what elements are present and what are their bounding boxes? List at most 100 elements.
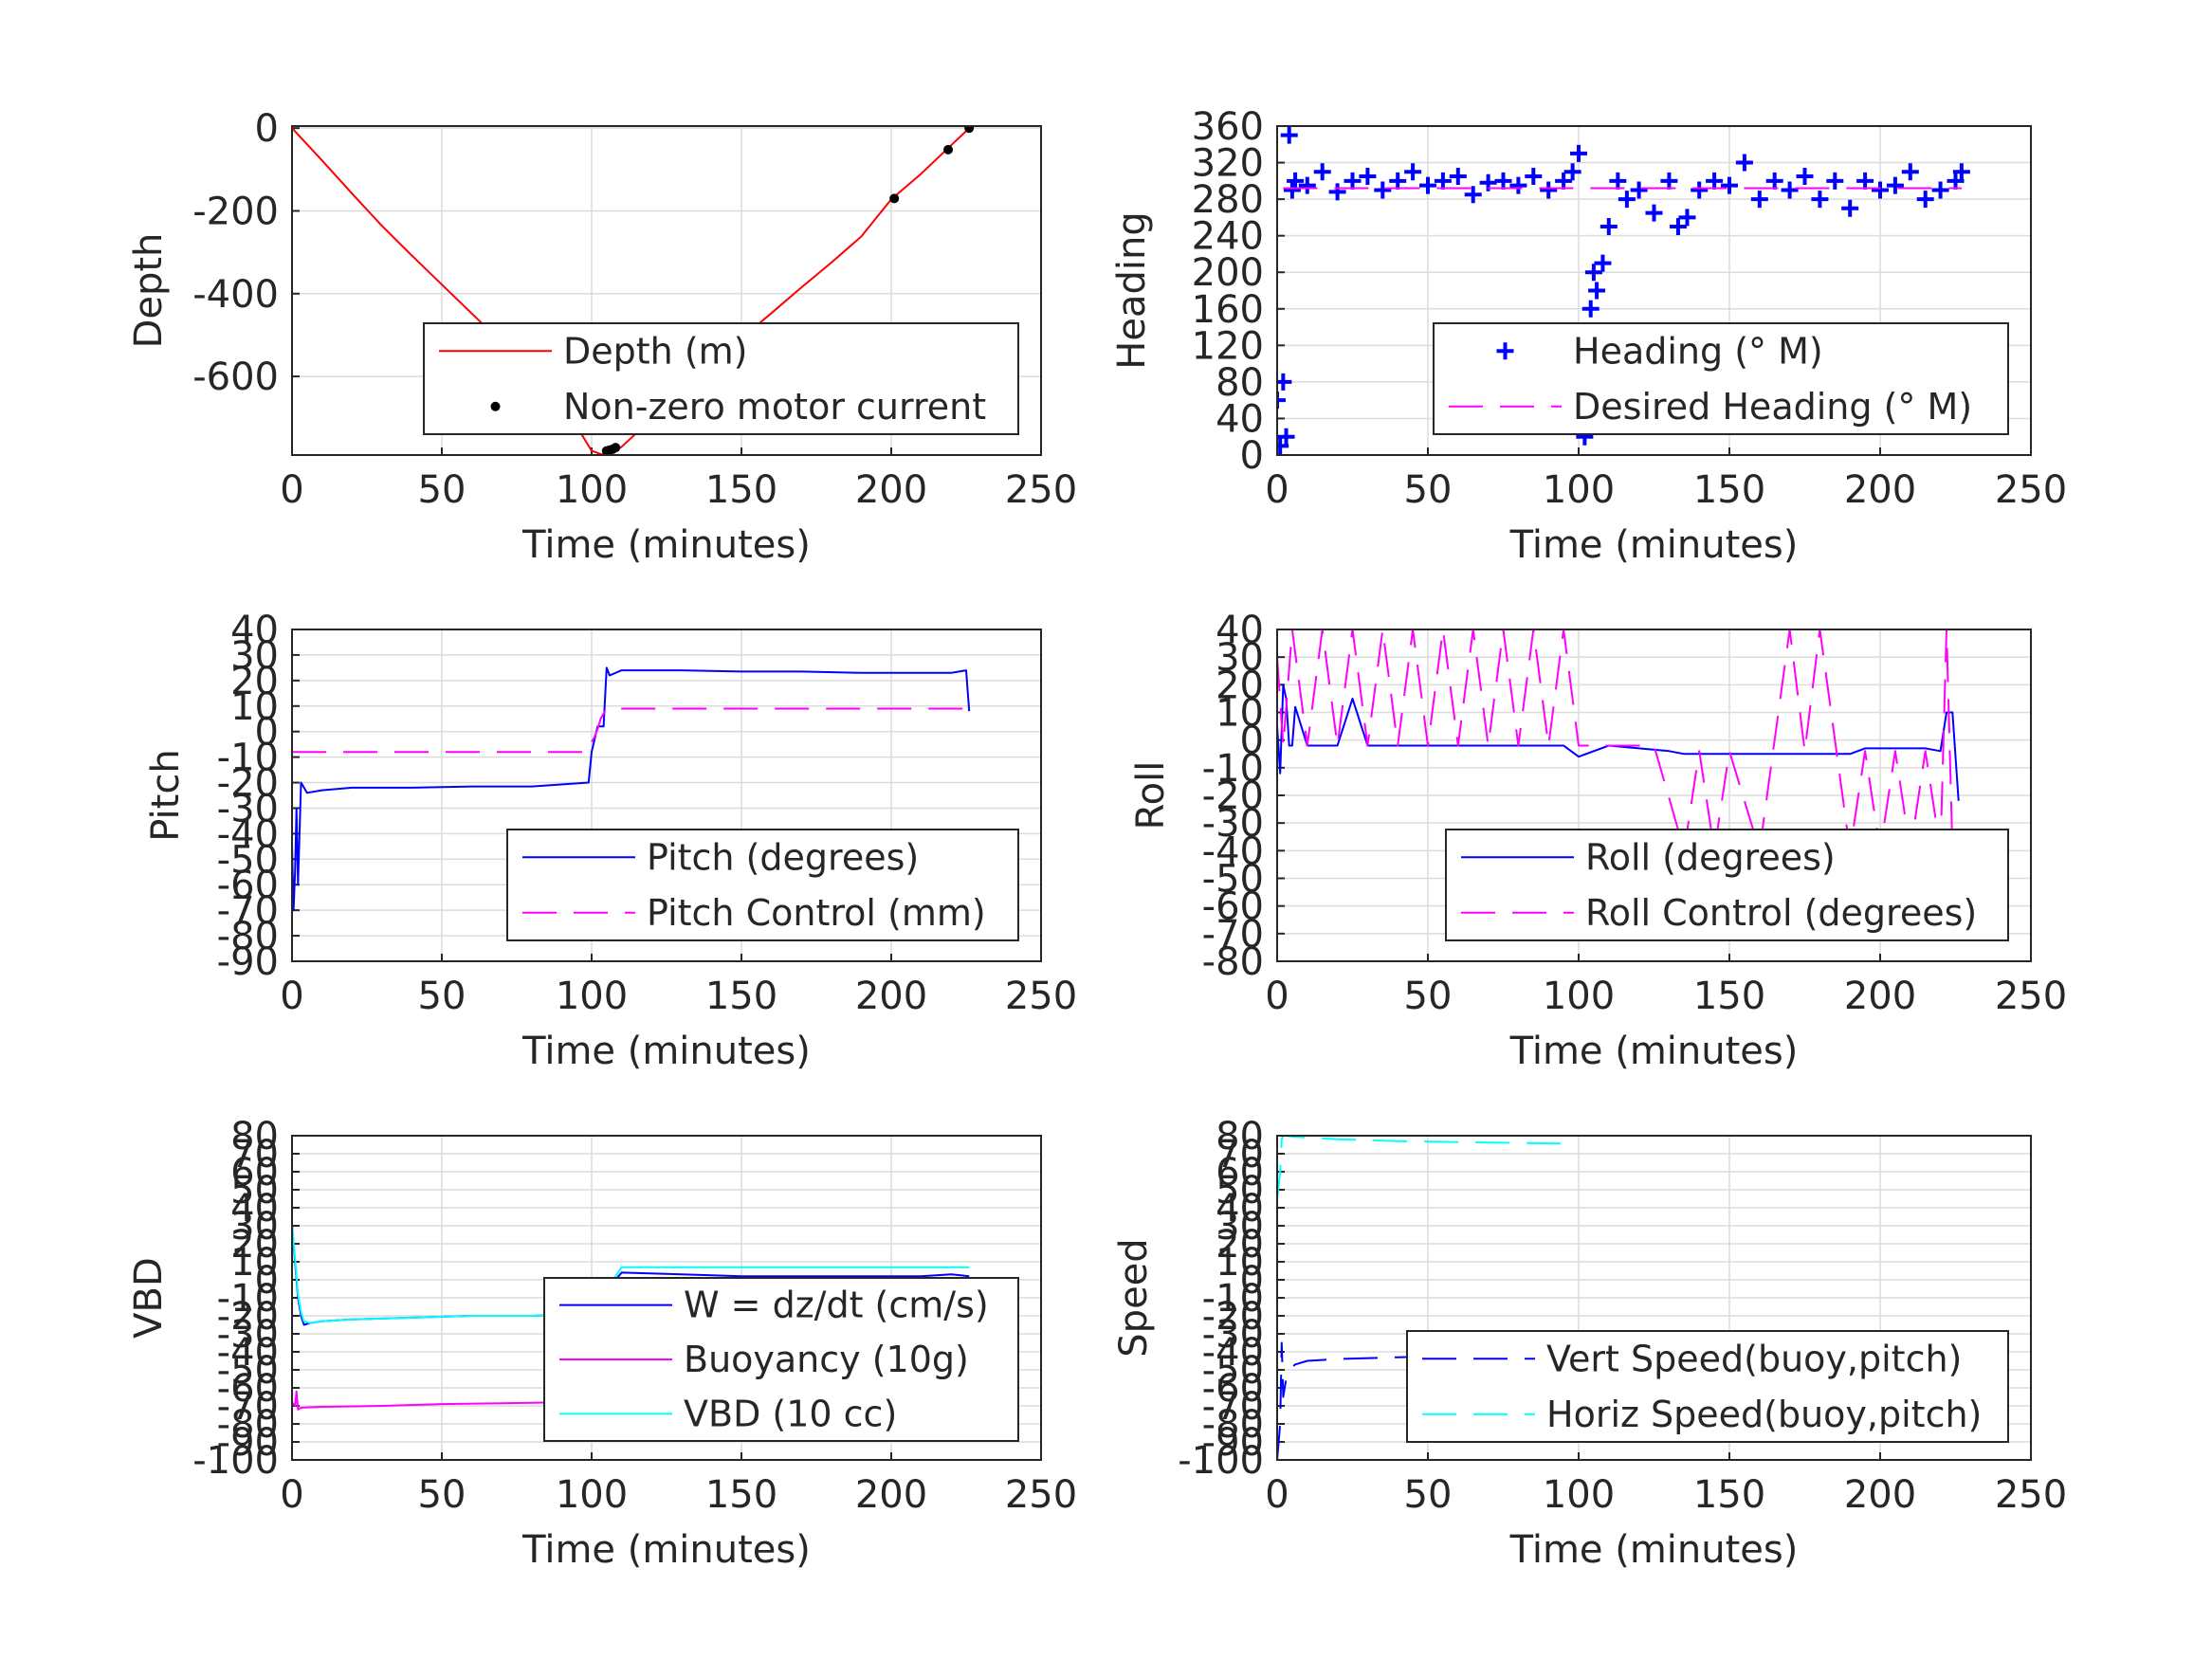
heading-data-point xyxy=(1283,181,1301,199)
heading-y-axis-label: Heading xyxy=(1110,211,1154,369)
heading-data-point xyxy=(1494,172,1512,190)
speed-y-tick-label: 0 xyxy=(1240,1259,1264,1303)
vbd-y-tick-label: 60 xyxy=(230,1151,279,1194)
heading-data-point xyxy=(1781,181,1799,199)
vbd-series-1 xyxy=(292,1390,589,1411)
pitch-x-tick-label: 0 xyxy=(280,975,303,1018)
depth-y-tick-label: -600 xyxy=(192,356,279,399)
vbd-x-tick-label: 150 xyxy=(705,1473,777,1517)
roll-legend-label: Roll Control (degrees) xyxy=(1585,892,1977,934)
roll-x-tick-label: 250 xyxy=(1995,975,2067,1018)
depth-y-tick-label: -200 xyxy=(192,190,279,233)
heading-data-point xyxy=(1691,181,1709,199)
pitch-x-tick-label: 150 xyxy=(705,975,777,1018)
speed-y-tick-label: -70 xyxy=(1202,1385,1264,1429)
roll-y-tick-label: 30 xyxy=(1216,636,1264,680)
heading-data-point xyxy=(1313,163,1331,181)
heading-data-point xyxy=(1931,181,1949,199)
speed-y-tick-label: -40 xyxy=(1202,1331,1264,1375)
pitch-x-tick-label: 100 xyxy=(556,975,628,1018)
heading-data-point xyxy=(1525,168,1543,186)
heading-data-point xyxy=(1594,254,1612,272)
speed-y-tick-label: 80 xyxy=(1216,1115,1264,1158)
speed-x-tick-label: 0 xyxy=(1265,1473,1289,1517)
vbd-y-tick-label: 50 xyxy=(230,1169,279,1212)
pitch-y-tick-label: 40 xyxy=(230,609,279,652)
speed-y-tick-label: 10 xyxy=(1216,1241,1264,1285)
pitch-y-tick-label: -90 xyxy=(217,940,279,984)
heading-data-point xyxy=(1796,168,1814,186)
vbd-y-tick-label: 70 xyxy=(230,1133,279,1176)
vbd-x-tick-label: 250 xyxy=(1005,1473,1077,1517)
pitch-y-tick-label: -60 xyxy=(217,864,279,907)
vbd-y-tick-label: 30 xyxy=(230,1205,279,1249)
pitch-legend-box xyxy=(506,829,1019,941)
heading-data-point xyxy=(1287,172,1305,190)
speed-series-1 xyxy=(1277,1136,1576,1199)
speed-legend-box xyxy=(1406,1330,2009,1443)
speed-axes-frame xyxy=(1276,1135,2032,1461)
depth-y-tick-label: -400 xyxy=(192,273,279,317)
heading-data-point xyxy=(1581,300,1600,318)
heading-data-point xyxy=(1841,199,1859,217)
heading-data-point xyxy=(1280,126,1298,144)
heading-data-point xyxy=(1404,163,1422,181)
heading-panel: 0 50 100 150 200 2500408012016020024028032036… xyxy=(1110,105,2067,567)
roll-x-tick-label: 100 xyxy=(1543,975,1615,1018)
heading-data-point xyxy=(1660,172,1678,190)
heading-data-point xyxy=(1563,163,1581,181)
vbd-y-tick-label: -10 xyxy=(217,1277,279,1321)
heading-data-point xyxy=(1509,176,1527,194)
heading-data-point xyxy=(1856,172,1874,190)
depth-x-tick-label: 100 xyxy=(556,468,628,512)
roll-y-tick-label: -30 xyxy=(1202,802,1264,846)
vbd-x-tick-label: 200 xyxy=(855,1473,927,1517)
speed-y-tick-label: -60 xyxy=(1202,1367,1264,1411)
heading-data-point xyxy=(1750,191,1768,209)
heading-data-point xyxy=(1344,172,1362,190)
heading-data-point xyxy=(1947,172,1965,190)
heading-legend-label: Heading (° M) xyxy=(1573,330,1823,372)
speed-y-tick-label: -50 xyxy=(1202,1349,1264,1393)
heading-axes-frame xyxy=(1276,125,2032,456)
heading-data-point xyxy=(1328,183,1346,201)
heading-data-point xyxy=(1669,218,1687,236)
pitch-y-tick-label: -40 xyxy=(217,812,279,856)
heading-data-point xyxy=(1721,176,1738,194)
speed-legend-label: Horiz Speed(buoy,pitch) xyxy=(1546,1394,1982,1435)
pitch-y-tick-label: 10 xyxy=(230,685,279,729)
vbd-legend-label: VBD (10 cc) xyxy=(684,1393,897,1434)
roll-x-tick-label: 200 xyxy=(1844,975,1916,1018)
depth-legend-box xyxy=(423,322,1019,435)
heading-data-point xyxy=(1555,172,1573,190)
speed-y-tick-label: -20 xyxy=(1202,1295,1264,1339)
pitch-y-tick-label: -20 xyxy=(217,762,279,806)
roll-y-tick-label: -40 xyxy=(1202,830,1264,873)
speed-y-tick-label: -30 xyxy=(1202,1313,1264,1357)
vbd-legend-label: Buoyancy (10g) xyxy=(684,1339,969,1380)
speed-y-tick-label: -90 xyxy=(1202,1421,1264,1465)
pitch-series-1 xyxy=(292,707,970,754)
pitch-x-tick-label: 50 xyxy=(418,975,466,1018)
heading-x-tick-label: 150 xyxy=(1693,468,1765,512)
vbd-x-tick-label: 100 xyxy=(556,1473,628,1517)
pitch-y-tick-label: -50 xyxy=(217,838,279,882)
depth-x-tick-label: 200 xyxy=(855,468,927,512)
vbd-series-line xyxy=(292,1390,589,1411)
speed-x-axis-label: Time (minutes) xyxy=(1509,1528,1799,1572)
vbd-x-tick-label: 50 xyxy=(418,1473,466,1517)
heading-y-tick-label: 80 xyxy=(1216,361,1264,405)
heading-data-point xyxy=(1872,181,1889,199)
pitch-x-tick-label: 250 xyxy=(1005,975,1077,1018)
heading-data-point xyxy=(1277,392,1286,410)
heading-data-point xyxy=(1811,191,1829,209)
vbd-y-tick-label: -50 xyxy=(217,1349,279,1393)
depth-data-point xyxy=(889,193,900,204)
vbd-legend: W = dz/dt (cm/s) Buoyancy (10g) VBD (10 cc… xyxy=(543,1277,1019,1442)
pitch-y-tick-label: 0 xyxy=(255,711,279,755)
heading-legend: Heading (° M) Desired Heading (° M) xyxy=(1433,322,2009,435)
speed-y-tick-label: -80 xyxy=(1202,1403,1264,1447)
heading-data-point xyxy=(1826,172,1844,190)
heading-data-point xyxy=(1419,176,1436,194)
